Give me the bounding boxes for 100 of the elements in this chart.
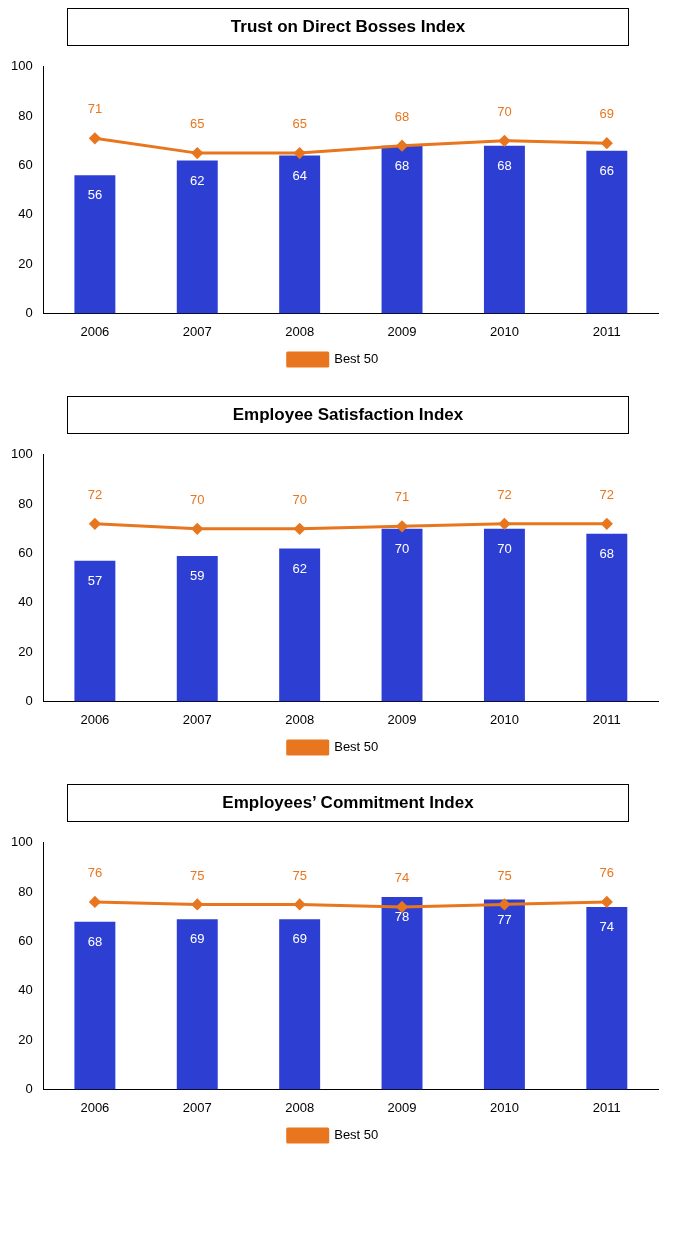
data-label: 62 [292,560,307,576]
legend-label: Best 50 [334,351,379,367]
data-label: 71 [87,101,103,117]
chart-title: Employees’ Commitment Index [67,784,629,822]
data-label: 66 [599,162,615,178]
data-label: 68 [599,545,615,561]
data-label: 68 [394,108,410,124]
data-label: 70 [394,540,410,556]
x-tick-label: 2009 [387,323,417,339]
y-tick-label: 100 [10,58,33,74]
point [191,147,203,159]
data-label: 69 [190,931,205,947]
y-tick-label: 0 [25,304,33,320]
data-label: 74 [599,918,615,934]
bar [483,145,525,314]
data-label: 59 [190,567,205,583]
x-tick-label: 2011 [592,323,621,339]
point [601,137,613,149]
y-tick-label: 80 [18,883,33,899]
x-tick-label: 2010 [489,1099,519,1115]
data-label: 70 [497,103,512,119]
data-label: 62 [190,172,205,188]
chart-title: Trust on Direct Bosses Index [67,8,629,46]
bar [176,555,218,702]
data-label: 71 [394,489,410,505]
data-label: 68 [87,933,103,949]
y-tick-label: 80 [18,107,33,123]
x-tick-label: 2006 [80,323,110,339]
data-label: 78 [394,909,410,925]
bar [586,150,628,314]
y-tick-label: 40 [18,982,33,998]
y-tick-label: 60 [18,157,33,173]
data-label: 72 [87,486,103,502]
data-label: 75 [292,867,307,883]
bar [74,560,116,702]
bar [483,528,525,702]
data-label: 76 [87,865,103,881]
x-tick-label: 2007 [182,323,212,339]
data-label: 57 [87,572,103,588]
data-label: 76 [599,865,615,881]
y-tick-label: 60 [18,933,33,949]
bar [381,145,423,314]
y-tick-label: 40 [18,206,33,222]
x-tick-label: 2009 [387,1099,417,1115]
x-tick-label: 2006 [80,1099,110,1115]
y-tick-label: 60 [18,545,33,561]
y-tick-label: 80 [18,495,33,511]
x-tick-label: 2011 [592,1099,621,1115]
bar [483,899,525,1090]
y-tick-label: 20 [18,1031,33,1047]
bar [279,919,321,1090]
x-tick-label: 2007 [182,711,212,727]
data-label: 68 [394,157,410,173]
y-tick-label: 0 [25,1080,33,1096]
x-tick-label: 2008 [285,711,315,727]
bar [279,155,321,314]
y-tick-label: 40 [18,594,33,610]
data-label: 64 [292,167,307,183]
data-label: 68 [497,157,512,173]
legend-label: Best 50 [334,1127,379,1143]
bar [381,528,423,702]
bar [176,919,218,1090]
point [294,147,306,159]
data-label: 65 [292,116,307,132]
bar [586,533,628,702]
x-tick-label: 2006 [80,711,110,727]
x-tick-label: 2008 [285,1099,315,1115]
x-tick-label: 2010 [489,711,519,727]
bar [176,160,218,314]
data-label: 75 [190,867,205,883]
bar [586,906,628,1090]
point [89,132,101,144]
y-tick-label: 20 [18,255,33,271]
point [396,140,408,152]
data-label: 65 [190,116,205,132]
data-label: 69 [599,106,615,122]
data-label: 56 [87,187,103,203]
data-label: 70 [190,491,205,507]
x-tick-label: 2010 [489,323,519,339]
data-label: 74 [394,869,410,885]
data-label: 72 [497,486,512,502]
data-label: 69 [292,931,307,947]
legend-label: Best 50 [334,739,379,755]
x-tick-label: 2011 [592,711,621,727]
data-label: 72 [599,486,615,502]
x-tick-label: 2008 [285,323,315,339]
data-label: 70 [497,540,512,556]
x-tick-label: 2009 [387,711,417,727]
bar [74,921,116,1090]
data-label: 77 [497,911,512,927]
data-label: 70 [292,491,307,507]
bar [381,897,423,1090]
point [498,135,510,147]
bar [74,175,116,314]
data-label: 75 [497,867,512,883]
y-tick-label: 0 [25,692,33,708]
x-tick-label: 2007 [182,1099,212,1115]
bar [279,548,321,702]
y-tick-label: 100 [10,446,33,462]
chart-title: Employee Satisfaction Index [67,396,629,434]
